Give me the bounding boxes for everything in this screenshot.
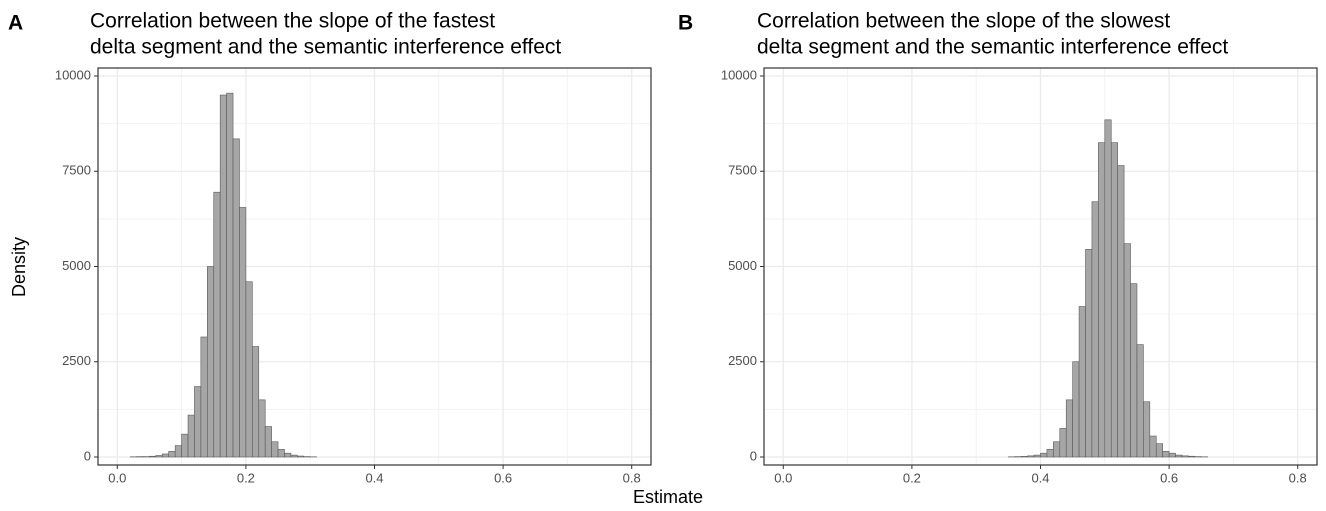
histogram-bar: [1110, 142, 1118, 458]
histogram-bar: [252, 346, 260, 458]
histogram-bar: [174, 445, 182, 458]
x-axis-label: Estimate: [633, 487, 703, 507]
histogram-bar: [1155, 443, 1163, 458]
histogram-bar: [1162, 450, 1170, 458]
histogram-bar: [1168, 452, 1176, 458]
panel-border: [763, 67, 1318, 466]
y-tick-label: 5000: [62, 258, 91, 273]
histogram-bar: [162, 453, 170, 458]
histogram-bar: [271, 441, 279, 458]
histogram-bar: [258, 399, 266, 458]
histogram-bar: [1020, 456, 1028, 458]
histogram-bar: [1033, 454, 1041, 458]
histogram-bar: [1130, 283, 1138, 458]
histogram-bar: [245, 281, 253, 458]
histogram-bar: [1104, 119, 1112, 458]
histogram-bar: [194, 386, 202, 458]
histogram-bar: [207, 266, 215, 458]
panel-label: B: [678, 12, 693, 35]
histogram-bar: [1181, 455, 1189, 458]
y-tick-label: 10000: [721, 67, 757, 82]
histogram-bar: [168, 450, 176, 458]
histogram-bar: [1027, 455, 1035, 458]
histogram-bar: [1117, 165, 1125, 458]
histogram-bar: [1040, 452, 1048, 458]
histogram-bar: [181, 433, 189, 458]
histogram-bar: [277, 449, 285, 458]
histogram-bar: [1091, 201, 1099, 458]
histogram-bar: [1175, 454, 1183, 458]
x-tick-label: 0.2: [237, 470, 255, 485]
histogram-bar: [1143, 401, 1151, 458]
y-tick-label: 2500: [728, 353, 757, 368]
histogram-bar: [1059, 428, 1067, 458]
panel-border: [97, 67, 652, 466]
y-tick-label: 5000: [728, 258, 757, 273]
histogram-bar: [1053, 441, 1061, 458]
panel-label: A: [8, 12, 23, 35]
histogram-bar: [232, 138, 240, 458]
panel-title: delta segment and the semantic interfere…: [757, 36, 1228, 59]
histogram-bar: [1098, 142, 1106, 458]
histogram-bar: [239, 207, 247, 458]
histogram-bar: [290, 454, 298, 458]
histogram-bar: [1136, 344, 1144, 458]
x-tick-label: 0.6: [494, 470, 512, 485]
panel-title: Correlation between the slope of the fas…: [90, 10, 495, 33]
histogram-bar: [264, 426, 272, 458]
histogram-bar: [219, 94, 227, 458]
x-tick-label: 0.6: [1160, 470, 1178, 485]
x-tick-label: 0.4: [1031, 470, 1049, 485]
histogram-bar: [213, 191, 221, 458]
y-tick-label: 0: [84, 448, 91, 463]
histogram-bar: [1085, 249, 1093, 458]
histogram-bar: [1046, 449, 1054, 458]
histogram-bar: [1123, 243, 1131, 458]
histogram-bar: [149, 455, 157, 458]
y-tick-label: 10000: [55, 67, 91, 82]
x-tick-label: 0.0: [108, 470, 126, 485]
histogram-bar: [1072, 361, 1080, 458]
x-tick-label: 0.4: [365, 470, 383, 485]
y-tick-label: 0: [750, 448, 757, 463]
histogram-bar: [226, 92, 234, 458]
histogram-bar: [187, 414, 195, 458]
x-tick-label: 0.8: [623, 470, 641, 485]
panel-title: delta segment and the semantic interfere…: [90, 36, 561, 59]
histogram-bar: [284, 452, 292, 458]
histogram-bar: [297, 455, 305, 458]
x-tick-label: 0.2: [903, 470, 921, 485]
y-axis-label: Density: [9, 237, 29, 297]
histogram-bar: [1065, 399, 1073, 458]
y-tick-label: 7500: [62, 163, 91, 178]
x-tick-label: 0.0: [774, 470, 792, 485]
histogram-bar: [1149, 435, 1157, 458]
histogram-bar: [1188, 455, 1196, 458]
histogram-bar: [155, 455, 163, 458]
histogram-bar: [1078, 306, 1086, 458]
y-tick-label: 2500: [62, 353, 91, 368]
histogram-bar: [200, 336, 208, 458]
panel-title: Correlation between the slope of the slo…: [757, 10, 1170, 33]
x-tick-label: 0.8: [1289, 470, 1307, 485]
y-tick-label: 7500: [728, 163, 757, 178]
